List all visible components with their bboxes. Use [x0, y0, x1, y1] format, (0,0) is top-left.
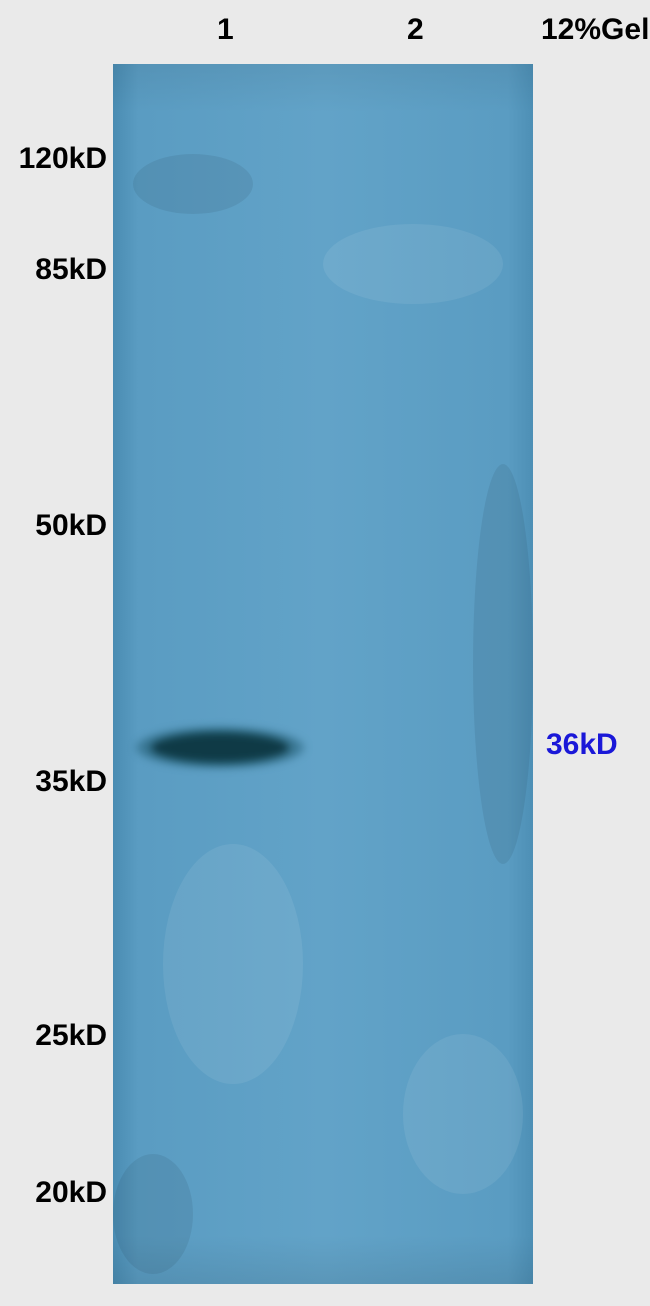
- mw-marker-25kd: 25kD: [35, 1019, 107, 1053]
- lane-label-2: 2: [407, 13, 424, 47]
- lane-label-1: 1: [217, 13, 234, 47]
- band-svg: [135, 719, 305, 776]
- blot-svg: [113, 64, 533, 1284]
- gel-percent-label: 12%Gel: [541, 13, 649, 47]
- western-blot-figure: 1 2 12%Gel 120kD 85kD 50kD 35kD 25kD 20k…: [0, 0, 650, 1306]
- mw-marker-35kd: 35kD: [35, 765, 107, 799]
- mw-marker-50kd: 50kD: [35, 509, 107, 543]
- mw-marker-85kd: 85kD: [35, 253, 107, 287]
- mw-marker-120kd: 120kD: [19, 142, 107, 176]
- mw-marker-20kd: 20kD: [35, 1176, 107, 1210]
- detected-size-label: 36kD: [546, 728, 618, 762]
- band-lane1-36kd: [135, 719, 305, 776]
- blot-membrane: [113, 64, 533, 1284]
